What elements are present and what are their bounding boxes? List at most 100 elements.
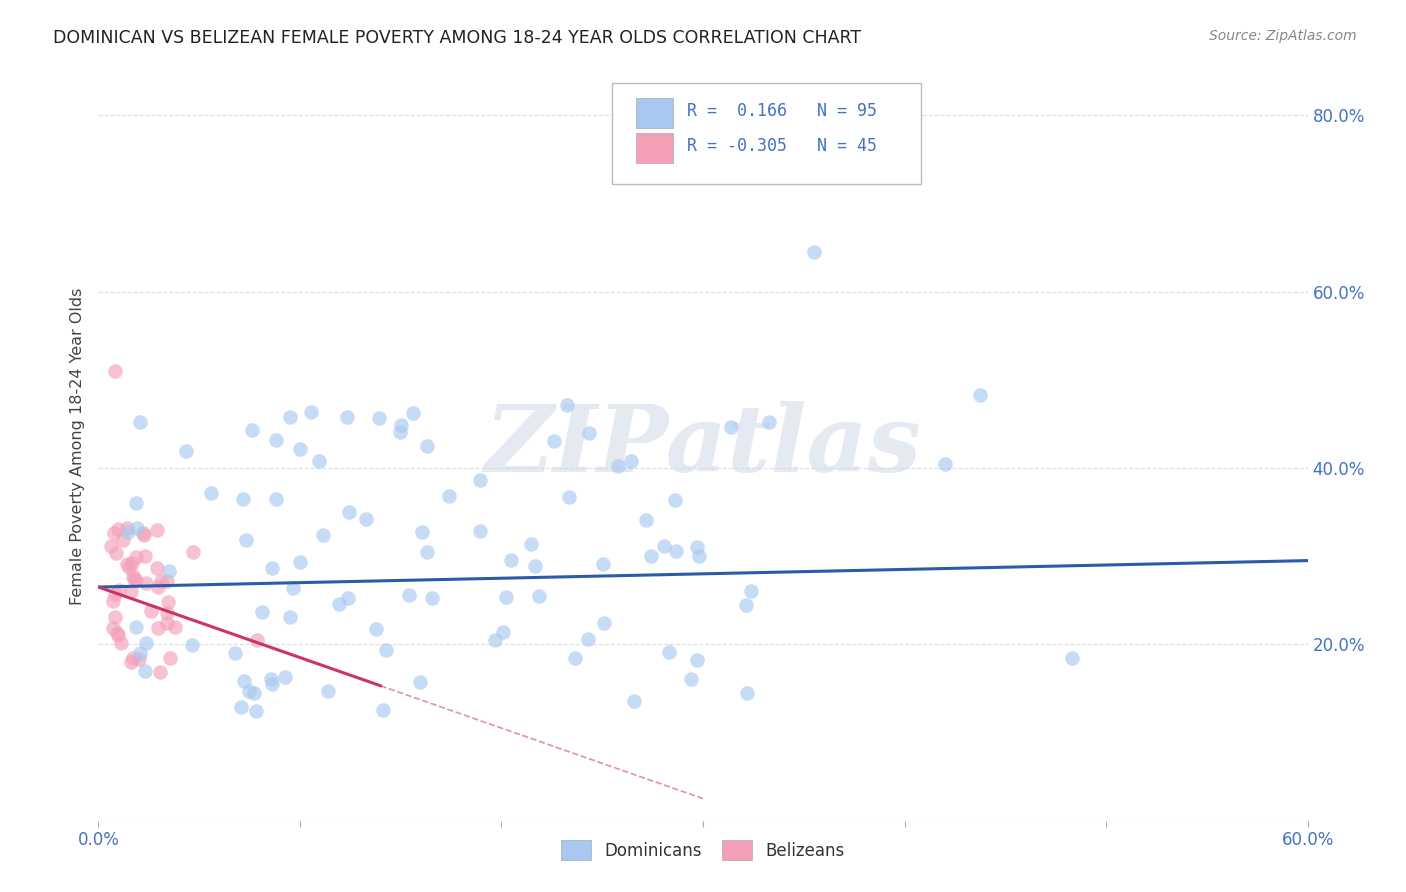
Point bbox=[524, 558, 547, 573]
Point bbox=[232, 492, 254, 507]
Point bbox=[688, 549, 710, 563]
Text: R =  0.166   N = 95: R = 0.166 N = 95 bbox=[688, 102, 877, 120]
Point bbox=[299, 405, 322, 419]
Point bbox=[354, 512, 377, 526]
Point bbox=[235, 533, 257, 548]
Point bbox=[664, 493, 686, 508]
Text: DOMINICAN VS BELIZEAN FEMALE POVERTY AMONG 18-24 YEAR OLDS CORRELATION CHART: DOMINICAN VS BELIZEAN FEMALE POVERTY AMO… bbox=[53, 29, 862, 46]
Point bbox=[149, 574, 172, 588]
Point bbox=[115, 521, 138, 535]
Point bbox=[120, 583, 142, 598]
Point bbox=[245, 704, 267, 718]
Text: Source: ZipAtlas.com: Source: ZipAtlas.com bbox=[1209, 29, 1357, 43]
Text: R = -0.305   N = 45: R = -0.305 N = 45 bbox=[688, 137, 877, 155]
Point bbox=[135, 575, 157, 590]
Point bbox=[243, 686, 266, 700]
Point bbox=[250, 605, 273, 619]
Point bbox=[402, 406, 425, 420]
Point bbox=[592, 557, 614, 571]
Point bbox=[607, 458, 630, 473]
Point bbox=[262, 677, 284, 691]
Point bbox=[278, 610, 301, 624]
Point bbox=[100, 539, 122, 553]
Point bbox=[181, 638, 204, 652]
Y-axis label: Female Poverty Among 18-24 Year Olds: Female Poverty Among 18-24 Year Olds bbox=[70, 287, 86, 605]
Point bbox=[623, 694, 645, 708]
Point bbox=[122, 651, 145, 665]
Point bbox=[260, 673, 283, 687]
Point bbox=[156, 574, 179, 588]
Point bbox=[134, 527, 156, 541]
Point bbox=[156, 615, 179, 630]
Point bbox=[125, 620, 148, 634]
Point bbox=[409, 675, 432, 690]
Point bbox=[520, 537, 543, 551]
Point bbox=[499, 553, 522, 567]
Point bbox=[104, 609, 127, 624]
Point bbox=[735, 599, 758, 613]
Point bbox=[134, 549, 156, 563]
Point bbox=[316, 684, 339, 698]
Point bbox=[411, 525, 433, 540]
Point bbox=[135, 636, 157, 650]
Point bbox=[115, 558, 138, 572]
Point bbox=[495, 590, 517, 604]
Point bbox=[181, 545, 204, 559]
Point bbox=[735, 686, 758, 700]
Point bbox=[120, 655, 142, 669]
Point bbox=[398, 589, 420, 603]
Point bbox=[803, 245, 825, 260]
Point bbox=[416, 545, 439, 559]
FancyBboxPatch shape bbox=[637, 97, 672, 128]
Point bbox=[264, 492, 287, 507]
Point bbox=[155, 606, 177, 620]
Point bbox=[148, 580, 170, 594]
Point bbox=[110, 636, 132, 650]
Point bbox=[122, 573, 145, 587]
Point bbox=[163, 620, 186, 634]
Point bbox=[665, 544, 688, 558]
Point bbox=[200, 486, 222, 500]
Point bbox=[224, 646, 246, 660]
Point bbox=[592, 615, 614, 630]
Point bbox=[174, 444, 197, 458]
Point bbox=[103, 364, 125, 378]
Point bbox=[157, 564, 180, 578]
Point bbox=[107, 627, 129, 641]
Point bbox=[576, 632, 599, 646]
Point bbox=[121, 569, 143, 583]
Point bbox=[439, 490, 461, 504]
Point bbox=[620, 454, 643, 468]
Point bbox=[367, 411, 389, 425]
Point bbox=[686, 653, 709, 667]
Point bbox=[103, 526, 125, 541]
Point bbox=[129, 415, 152, 429]
Point bbox=[555, 398, 578, 412]
Point bbox=[686, 540, 709, 554]
Point bbox=[288, 442, 311, 456]
Point bbox=[107, 522, 129, 536]
Point bbox=[374, 643, 396, 657]
Point bbox=[969, 387, 991, 401]
Point bbox=[388, 425, 411, 439]
Point bbox=[290, 555, 312, 569]
Point bbox=[274, 670, 297, 684]
Point bbox=[470, 473, 492, 487]
Point bbox=[484, 632, 506, 647]
Point bbox=[146, 523, 169, 537]
Point bbox=[1062, 651, 1084, 665]
Point bbox=[125, 521, 148, 535]
Point bbox=[312, 527, 335, 541]
Point bbox=[146, 560, 169, 574]
Point bbox=[934, 457, 956, 471]
Legend: Dominicans, Belizeans: Dominicans, Belizeans bbox=[554, 834, 852, 866]
Point bbox=[125, 573, 148, 587]
Point bbox=[636, 513, 658, 527]
Point bbox=[281, 581, 304, 595]
Point bbox=[231, 699, 253, 714]
Point bbox=[260, 561, 283, 575]
Point bbox=[121, 556, 143, 570]
Point bbox=[658, 645, 681, 659]
Point bbox=[240, 423, 263, 437]
Point bbox=[280, 410, 302, 425]
